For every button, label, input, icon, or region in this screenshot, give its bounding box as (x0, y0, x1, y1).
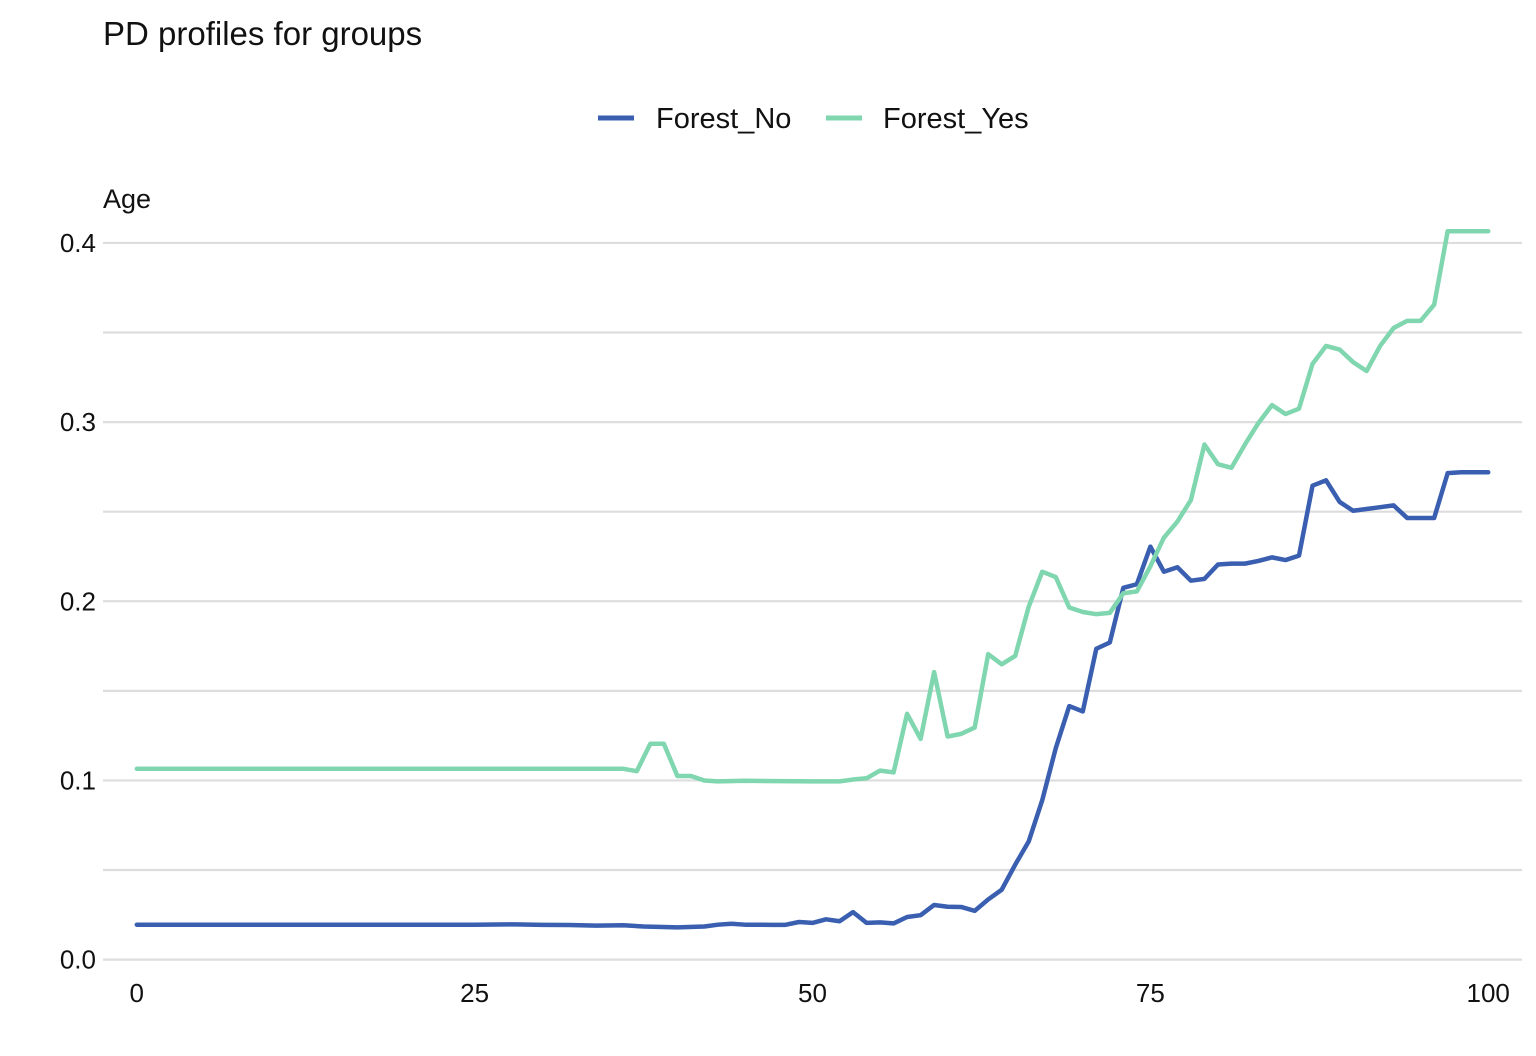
legend-label-forest-no: Forest_No (656, 103, 791, 135)
series-line-forest-no (134, 470, 1491, 930)
x-tick-label: 0 (130, 978, 144, 1008)
series-lines (134, 229, 1491, 930)
y-tick-label: 0.2 (60, 586, 96, 616)
x-axis-ticks: 0 25 50 75 100 (130, 978, 1510, 1008)
x-tick-label: 75 (1136, 978, 1165, 1008)
chart-title: PD profiles for groups (103, 15, 422, 52)
y-tick-label: 0.0 (60, 945, 96, 975)
gridlines (103, 241, 1522, 961)
legend-label-forest-yes: Forest_Yes (883, 103, 1029, 135)
y-axis-ticks: 0.0 0.1 0.2 0.3 0.4 (60, 228, 96, 975)
panel-label-age: Age (103, 184, 151, 214)
y-tick-label: 0.4 (60, 228, 96, 258)
x-tick-label: 50 (798, 978, 827, 1008)
legend: Forest_No Forest_Yes (598, 103, 1029, 135)
y-tick-label: 0.1 (60, 765, 96, 795)
x-tick-label: 100 (1467, 978, 1510, 1008)
y-tick-label: 0.3 (60, 407, 96, 437)
series-line-forest-yes (134, 229, 1491, 784)
x-tick-label: 25 (460, 978, 489, 1008)
